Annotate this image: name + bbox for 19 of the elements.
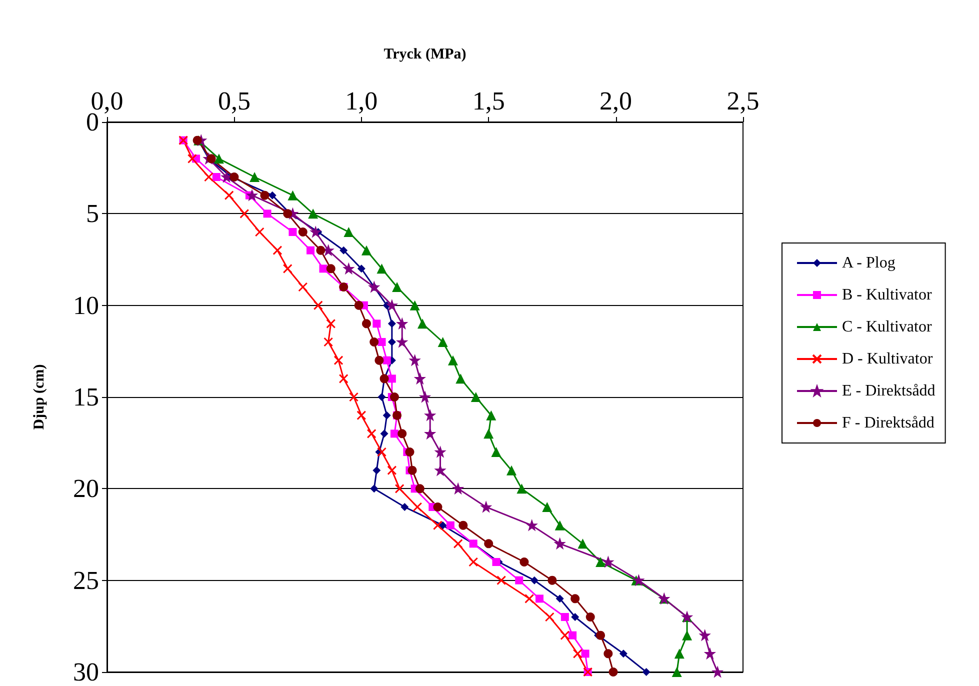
legend-label: E - Direktsådd	[842, 382, 936, 400]
y-tick-label: 10	[73, 290, 99, 320]
x-tick-label: 2,5	[726, 86, 760, 116]
x-tick-label: 0,5	[218, 86, 250, 116]
y-tick-label: 5	[86, 199, 99, 228]
y-tick-label: 25	[73, 566, 99, 595]
legend-label: D - Kultivator	[842, 350, 934, 368]
legend-label: B - Kultivator	[842, 286, 932, 304]
legend-label: C - Kultivator	[842, 318, 932, 336]
x-tick-label: 1,5	[472, 86, 505, 116]
y-tick-label: 15	[73, 382, 99, 412]
x-axis-title: Tryck (MPa)	[384, 46, 466, 62]
x-tick-label: 2,0	[600, 86, 632, 116]
legend-label: F - Direktsådd	[842, 414, 934, 432]
y-axis-title: Djup (cm)	[32, 364, 48, 430]
y-tick-label: 30	[73, 658, 99, 686]
y-tick-label: 20	[73, 474, 99, 504]
x-tick-label: 1,0	[345, 86, 378, 116]
legend-label: A - Plog	[842, 254, 896, 272]
